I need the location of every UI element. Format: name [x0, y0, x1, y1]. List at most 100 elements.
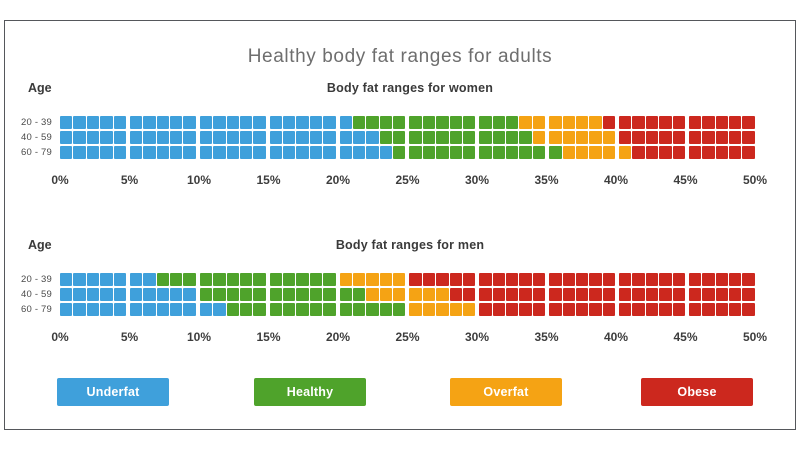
bar-segment: [562, 273, 575, 286]
bar-segment: [129, 303, 143, 316]
bar-segment: [479, 146, 492, 159]
bar-segment: [422, 303, 436, 316]
bar-segment: [239, 288, 253, 301]
x-axis-tick-label: 0%: [51, 330, 69, 344]
bar-segment: [183, 303, 196, 316]
bar-segment: [506, 273, 519, 286]
bar-segment: [309, 288, 323, 301]
age-row-label: 40 - 59: [21, 289, 52, 300]
bar-segment: [323, 116, 336, 129]
bar-segment: [366, 273, 379, 286]
bar-segment: [549, 288, 562, 301]
bar-segment: [729, 273, 742, 286]
bar-segment: [602, 131, 615, 144]
x-axis-tick-label: 30%: [464, 330, 490, 344]
bar-segment: [379, 116, 392, 129]
bar-segment: [645, 273, 659, 286]
bar-segment: [226, 273, 239, 286]
bar-segment: [213, 146, 226, 159]
bar-segment: [645, 116, 659, 129]
range-bar: [60, 288, 755, 301]
bar-segment: [73, 303, 86, 316]
bar-segment: [602, 288, 615, 301]
bar-segment: [492, 116, 505, 129]
bar-segment: [715, 146, 728, 159]
bar-segment: [379, 131, 392, 144]
bar-segment: [339, 288, 352, 301]
bar-segment: [549, 273, 562, 286]
bar-segment: [672, 131, 685, 144]
bar-segment: [436, 146, 449, 159]
bar-segment: [422, 116, 436, 129]
bar-segment: [742, 303, 755, 316]
bar-segment: [60, 273, 73, 286]
bar-segment: [253, 273, 266, 286]
bar-segment: [449, 288, 462, 301]
bar-segment: [589, 303, 602, 316]
bar-segment: [309, 303, 323, 316]
bar-segment: [715, 116, 728, 129]
bar-segment: [379, 146, 392, 159]
bar-segment: [253, 146, 266, 159]
bar-segment: [296, 146, 309, 159]
bar-segment: [672, 303, 685, 316]
x-axis-tick-label: 15%: [256, 173, 281, 187]
men-chart: Age Body fat ranges for men 20 - 39 40 - …: [5, 238, 795, 348]
bar-segment: [462, 131, 476, 144]
bar-segment: [645, 131, 659, 144]
bar-segment: [366, 116, 379, 129]
bar-segment: [519, 288, 532, 301]
bar-segment: [129, 288, 143, 301]
bar-segment: [183, 288, 196, 301]
bar-segment: [366, 146, 379, 159]
x-axis-tick-label: 5%: [120, 173, 139, 187]
bar-segment: [183, 116, 196, 129]
x-axis-tick-label: 25%: [395, 173, 420, 187]
bar-segment: [715, 273, 728, 286]
bar-segment: [309, 273, 323, 286]
legend-item-healthy: Healthy: [254, 378, 366, 406]
x-axis-tick-label: 25%: [395, 330, 420, 344]
bar-segment: [602, 303, 615, 316]
bar-segment: [602, 146, 615, 159]
women-bar-rows: 20 - 39 40 - 59 60 - 79: [20, 116, 755, 159]
bar-segment: [283, 131, 296, 144]
bar-segment: [575, 273, 589, 286]
bar-segment: [323, 288, 336, 301]
bar-segment: [253, 131, 266, 144]
bar-segment: [422, 146, 436, 159]
age-row-label: 60 - 79: [21, 147, 52, 158]
bar-segment: [479, 116, 492, 129]
bar-segment: [702, 303, 715, 316]
bar-segment: [506, 303, 519, 316]
bar-segment: [549, 131, 562, 144]
bar-row: 40 - 59: [20, 131, 755, 144]
bar-segment: [492, 303, 505, 316]
bar-segment: [339, 116, 352, 129]
bar-segment: [379, 303, 392, 316]
bar-segment: [729, 288, 742, 301]
bar-segment: [589, 273, 602, 286]
bar-segment: [632, 146, 645, 159]
bar-segment: [226, 131, 239, 144]
bar-segment: [479, 288, 492, 301]
bar-segment: [113, 303, 126, 316]
bar-segment: [143, 131, 156, 144]
bar-segment: [479, 303, 492, 316]
bar-segment: [73, 116, 86, 129]
bar-segment: [309, 131, 323, 144]
bar-segment: [532, 116, 546, 129]
x-axis-tick-label: 35%: [534, 330, 559, 344]
bar-segment: [283, 288, 296, 301]
legend-item-obese: Obese: [641, 378, 753, 406]
bar-segment: [170, 116, 183, 129]
bar-segment: [143, 146, 156, 159]
bar-segment: [269, 273, 282, 286]
bar-segment: [86, 116, 100, 129]
bar-segment: [619, 273, 632, 286]
legend-item-underfat: Underfat: [57, 378, 169, 406]
bar-segment: [239, 273, 253, 286]
bar-segment: [422, 131, 436, 144]
bar-segment: [239, 146, 253, 159]
legend: Underfat Healthy Overfat Obese: [5, 378, 795, 406]
